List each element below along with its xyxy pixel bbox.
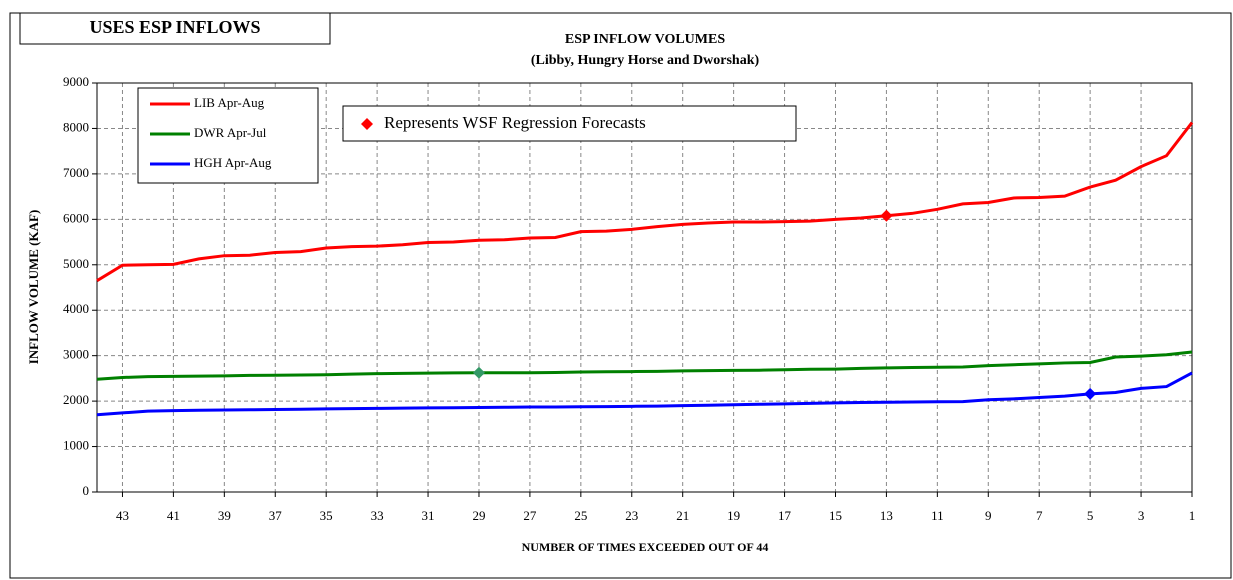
x-tick-label: 17 — [778, 508, 792, 523]
x-tick-label: 21 — [676, 508, 689, 523]
x-tick-label: 37 — [269, 508, 283, 523]
x-tick-label: 3 — [1138, 508, 1145, 523]
x-tick-label: 27 — [523, 508, 537, 523]
x-tick-label: 41 — [167, 508, 180, 523]
x-tick-label: 11 — [931, 508, 944, 523]
y-tick-label: 7000 — [63, 165, 89, 180]
annotation-marker — [361, 118, 373, 130]
x-tick-label: 23 — [625, 508, 638, 523]
plot-frame — [96, 82, 1193, 493]
x-tick-label: 39 — [218, 508, 231, 523]
chart-title: ESP INFLOW VOLUMES — [565, 32, 725, 47]
y-tick-label: 9000 — [63, 74, 89, 89]
x-tick-label: 29 — [472, 508, 485, 523]
legend-label: LIB Apr-Aug — [194, 95, 265, 110]
y-tick-label: 3000 — [63, 347, 89, 362]
forecast-marker — [472, 366, 485, 379]
x-axis-label: NUMBER OF TIMES EXCEEDED OUT OF 44 — [522, 540, 769, 554]
x-tick-label: 5 — [1087, 508, 1094, 523]
y-tick-label: 5000 — [63, 256, 89, 271]
y-axis-label: INFLOW VOLUME (KAF) — [26, 210, 41, 365]
y-tick-label: 0 — [83, 483, 90, 498]
x-tick-label: 31 — [422, 508, 435, 523]
x-tick-label: 43 — [116, 508, 129, 523]
x-tick-label: 1 — [1189, 508, 1196, 523]
x-tick-label: 33 — [371, 508, 384, 523]
x-tick-label: 35 — [320, 508, 333, 523]
x-tick-label: 15 — [829, 508, 842, 523]
y-tick-label: 1000 — [63, 438, 89, 453]
y-tick-label: 8000 — [63, 119, 89, 134]
x-tick-label: 13 — [880, 508, 893, 523]
chart-subtitle: (Libby, Hungry Horse and Dworshak) — [531, 53, 760, 68]
outer-border — [9, 12, 1232, 579]
header-box — [19, 12, 331, 45]
x-tick-label: 25 — [574, 508, 587, 523]
forecast-marker — [1084, 387, 1097, 400]
series-line — [96, 121, 1194, 282]
series-line — [96, 371, 1193, 417]
x-tick-label: 9 — [985, 508, 992, 523]
series-line — [96, 350, 1193, 381]
header: USES ESP INFLOWS — [89, 17, 260, 37]
annotation-box — [342, 105, 797, 142]
x-tick-label: 7 — [1036, 508, 1043, 523]
x-tick-label: 19 — [727, 508, 740, 523]
annotation: Represents WSF Regression Forecasts — [384, 113, 646, 132]
y-tick-label: 4000 — [63, 301, 89, 316]
y-tick-label: 2000 — [63, 392, 89, 407]
legend-label: DWR Apr-Jul — [194, 125, 267, 140]
forecast-marker — [880, 209, 893, 222]
legend-label: HGH Apr-Aug — [194, 155, 272, 170]
y-tick-label: 6000 — [63, 210, 89, 225]
